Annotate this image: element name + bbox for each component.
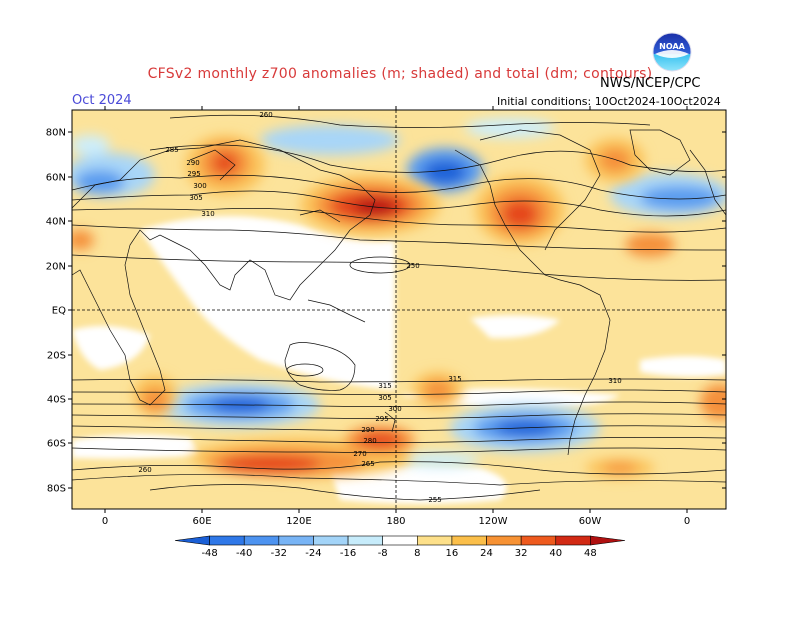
forecast-month: Oct 2024: [72, 93, 132, 108]
colorbar-label: 32: [515, 548, 528, 559]
latitude-axis: 80N 60N 40N 20N EQ 20S 40S 60S 80S: [46, 128, 726, 495]
lat-tick-label: 20N: [46, 262, 66, 273]
contour-label: 270: [353, 450, 366, 458]
colorbar-label: -8: [378, 548, 388, 559]
contour-label: 315: [448, 375, 461, 383]
lat-tick-label: 20S: [47, 351, 66, 362]
lat-tick-label: EQ: [52, 306, 66, 317]
colorbar-label: -40: [236, 548, 252, 559]
colorbar-label: -32: [271, 548, 287, 559]
lat-tick-label: 40S: [47, 395, 66, 406]
lon-tick-label: 0: [684, 516, 690, 527]
colorbar: -48 -40 -32 -24 -16 -8 8 16 24 32 40 48: [174, 535, 626, 559]
contour-label: 295: [375, 415, 388, 423]
contour-label: 310: [201, 210, 214, 218]
contour-label: 315: [378, 382, 391, 390]
colorbar-segment: [382, 535, 418, 546]
anomaly-shading: 2602852902953003053103153053002952902802…: [72, 110, 726, 509]
colorbar-segment: [278, 535, 314, 546]
contour-label: 285: [165, 146, 178, 154]
contour-label: 295: [187, 170, 200, 178]
colorbar-label: 8: [414, 548, 420, 559]
contour-labels: 2602852902953003053103153053002952902802…: [138, 111, 621, 504]
contour-label: 290: [361, 426, 374, 434]
contour-label: 250: [406, 262, 419, 270]
contour-label: 260: [259, 111, 272, 119]
contour-label: 300: [193, 182, 206, 190]
lon-tick-label: 120W: [479, 516, 508, 527]
chart-title: CFSv2 monthly z700 anomalies (m; shaded)…: [147, 66, 653, 82]
lat-tick-label: 60N: [46, 173, 66, 184]
colorbar-segment: [209, 535, 245, 546]
lon-tick-label: 120E: [286, 516, 311, 527]
lat-tick-label: 60S: [47, 439, 66, 450]
lat-tick-label: 80N: [46, 128, 66, 139]
lon-tick-label: 0: [102, 516, 108, 527]
colorbar-segment: [486, 535, 522, 546]
colorbar-segment: [313, 535, 349, 546]
longitude-axis: 0 60E 120E 180 120W 60W 0: [102, 106, 690, 527]
lon-tick-label: 180: [386, 516, 405, 527]
colorbar-segment: [347, 535, 383, 546]
colorbar-label: 40: [549, 548, 562, 559]
contour-label: 265: [361, 460, 374, 468]
colorbar-label: -16: [340, 548, 356, 559]
initial-conditions: Initial conditions: 10Oct2024-10Oct2024: [497, 95, 721, 108]
lon-tick-label: 60E: [192, 516, 211, 527]
contour-label: 280: [363, 437, 376, 445]
colorbar-label: -24: [305, 548, 321, 559]
colorbar-label: -48: [201, 548, 217, 559]
colorbar-segment: [174, 535, 210, 546]
colorbar-segment: [590, 535, 626, 546]
colorbar-label: 24: [480, 548, 493, 559]
colorbar-segment: [520, 535, 557, 546]
contour-label: 255: [428, 496, 441, 504]
agency-label: NWS/NCEP/CPC: [600, 76, 701, 91]
contour-label: 310: [608, 377, 621, 385]
svg-text:NOAA: NOAA: [659, 42, 685, 51]
colorbar-label: 48: [584, 548, 597, 559]
colorbar-segment: [243, 535, 280, 546]
colorbar-label: 16: [446, 548, 459, 559]
colorbar-segment: [451, 535, 487, 546]
lat-tick-label: 80S: [47, 484, 66, 495]
contour-label: 305: [189, 194, 202, 202]
contour-label: 290: [186, 159, 199, 167]
colorbar-segment: [555, 535, 591, 546]
lon-tick-label: 60W: [579, 516, 602, 527]
contour-label: 305: [378, 394, 391, 402]
colorbar-segment: [417, 535, 453, 546]
contour-label: 300: [388, 405, 401, 413]
lat-tick-label: 40N: [46, 217, 66, 228]
contour-label: 260: [138, 466, 151, 474]
noaa-logo-icon: NOAA: [652, 32, 692, 72]
height-contours: [72, 114, 726, 501]
